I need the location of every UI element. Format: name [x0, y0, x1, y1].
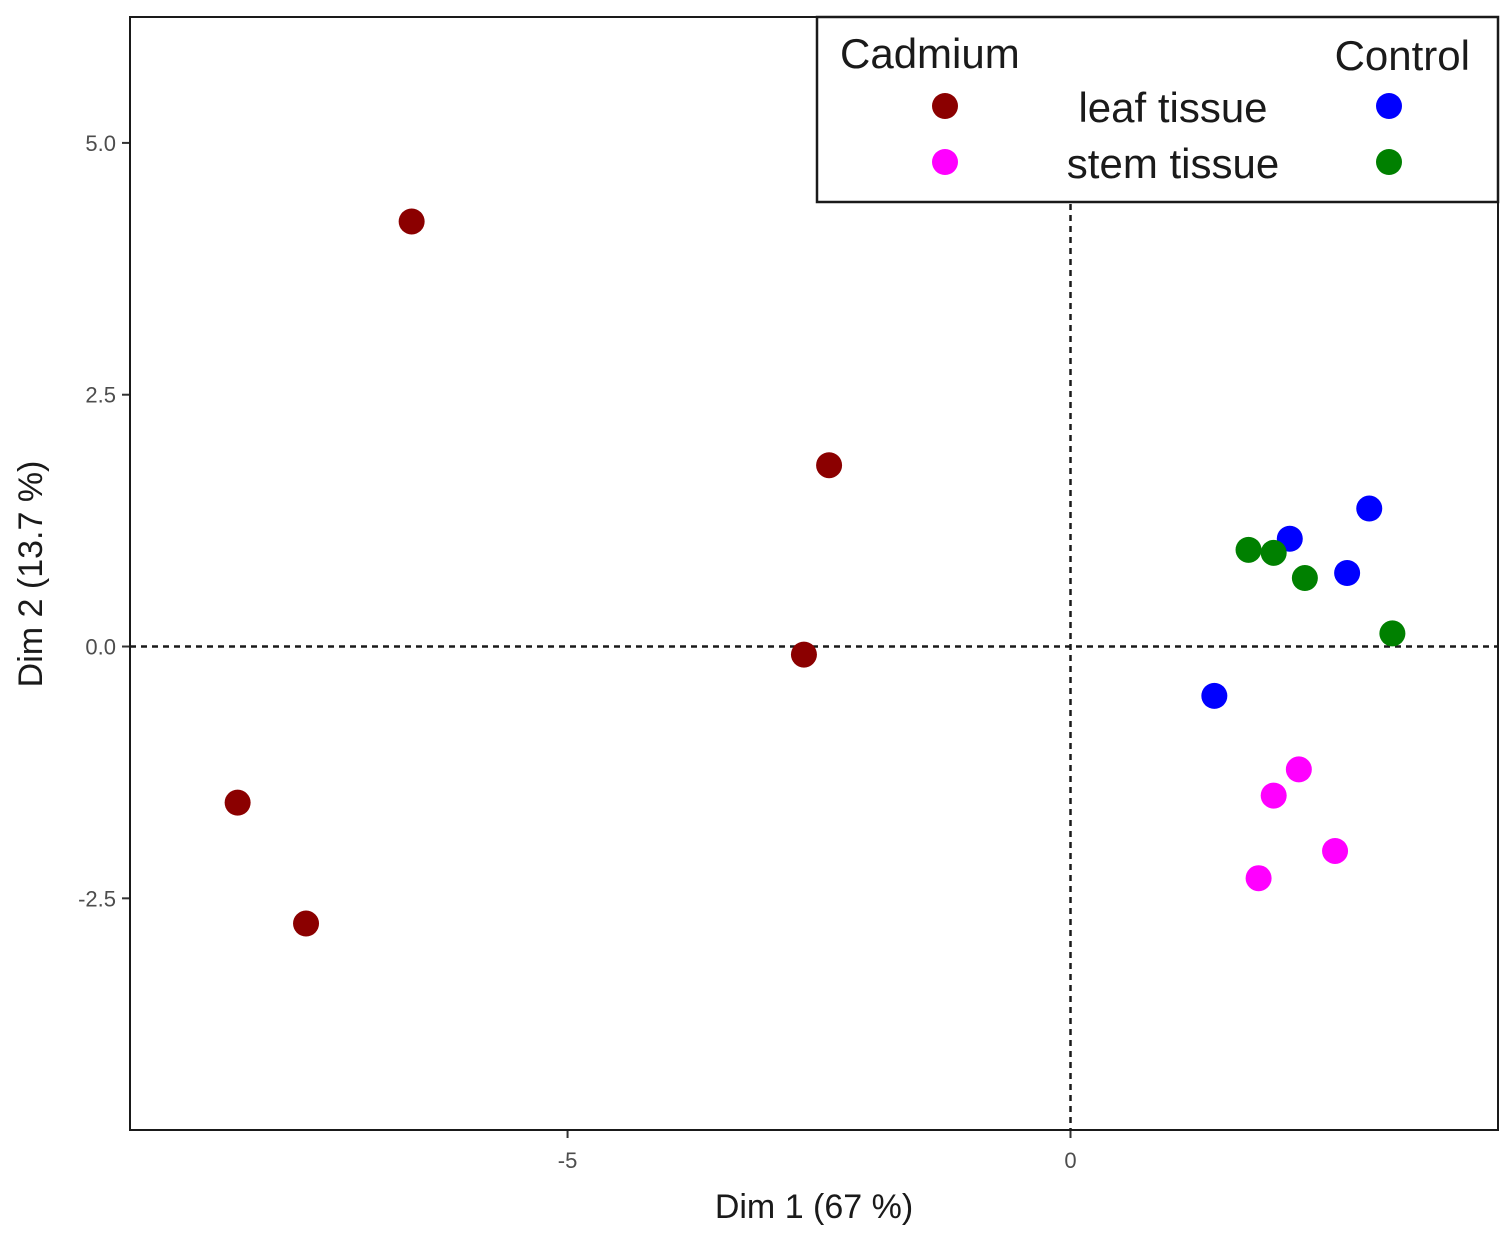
data-points: [224, 208, 1406, 937]
point-cadmium-stem-tissue: [1260, 782, 1287, 809]
y-tick-label: 5.0: [85, 131, 116, 156]
point-control-stem-tissue: [1235, 536, 1262, 563]
legend-header-control: Control: [1335, 32, 1470, 79]
legend-label-leaf-tissue: leaf tissue: [1078, 84, 1267, 131]
legend-marker-control-leaf: [1376, 93, 1402, 119]
legend-marker-cadmium-leaf: [932, 93, 958, 119]
point-cadmium-leaf-tissue: [816, 452, 843, 479]
point-cadmium-leaf-tissue: [293, 910, 320, 937]
point-control-stem-tissue: [1291, 565, 1318, 592]
point-control-stem-tissue: [1379, 620, 1406, 647]
point-cadmium-stem-tissue: [1322, 837, 1349, 864]
point-cadmium-leaf-tissue: [224, 789, 251, 816]
x-axis-title: Dim 1 (67 %): [715, 1188, 913, 1226]
legend: Cadmium Control leaf tissue stem tissue: [815, 15, 1500, 204]
plot-panel-border: [129, 16, 1499, 1131]
legend-marker-cadmium-stem: [932, 149, 958, 175]
point-cadmium-stem-tissue: [1245, 865, 1272, 892]
legend-marker-control-stem: [1376, 149, 1402, 175]
y-tick-label: 2.5: [85, 383, 116, 408]
y-axis-ticks: 5.0 2.5 0.0 -2.5: [78, 131, 130, 911]
point-control-stem-tissue: [1260, 539, 1287, 566]
legend-label-stem-tissue: stem tissue: [1067, 140, 1279, 187]
point-control-leaf-tissue: [1356, 495, 1383, 522]
point-cadmium-leaf-tissue: [398, 208, 425, 235]
legend-header-cadmium: Cadmium: [840, 30, 1020, 77]
x-tick-label: 0: [1064, 1148, 1076, 1173]
y-axis-title: Dim 2 (13.7 %): [12, 461, 50, 688]
x-tick-label: -5: [558, 1148, 578, 1173]
point-control-leaf-tissue: [1334, 559, 1361, 586]
y-tick-label: -2.5: [78, 886, 116, 911]
point-cadmium-stem-tissue: [1285, 756, 1312, 783]
point-cadmium-leaf-tissue: [790, 641, 817, 668]
x-axis-ticks: -5 0: [558, 1130, 1077, 1173]
point-control-leaf-tissue: [1201, 682, 1228, 709]
y-tick-label: 0.0: [85, 635, 116, 660]
